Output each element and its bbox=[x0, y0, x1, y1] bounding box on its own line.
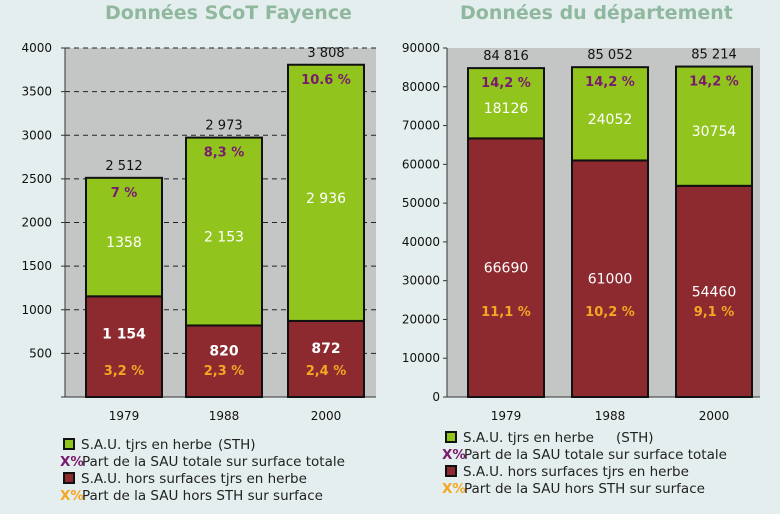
bar-total-label: 2 973 bbox=[205, 119, 242, 134]
y-tick-label: 3000 bbox=[21, 128, 52, 142]
legend-suffix: (STH) bbox=[615, 430, 654, 446]
y-tick-label: 0 bbox=[432, 390, 440, 404]
x-category-label: 2000 bbox=[311, 409, 342, 423]
x-category-label: 1979 bbox=[109, 409, 140, 423]
legend-item: S.A.U. hors surfaces tjrs en herbe bbox=[442, 464, 689, 480]
sth-value-label: 24052 bbox=[588, 112, 633, 128]
bar-segment-sth bbox=[85, 176, 163, 298]
legend-item: X%Part de la SAU totale sur surface tota… bbox=[60, 454, 345, 470]
y-tick-label: 500 bbox=[29, 346, 52, 360]
y-tick-label: 2500 bbox=[21, 172, 52, 186]
y-tick-label: 1500 bbox=[21, 259, 52, 273]
legend-pct-marker: X% bbox=[60, 488, 84, 504]
bar-total-label: 85 052 bbox=[587, 48, 633, 63]
pct-hors-sth-label: 2,3 % bbox=[204, 364, 245, 379]
bar-total-label: 85 214 bbox=[691, 48, 737, 63]
pct-total-label: 10.6 % bbox=[301, 73, 351, 88]
legend-item: S.A.U. tjrs en herbe (STH) bbox=[60, 437, 256, 453]
legend-swatch bbox=[445, 431, 457, 443]
hors-sth-value-label: 872 bbox=[311, 341, 340, 357]
y-tick-label: 30000 bbox=[402, 274, 440, 288]
x-category-label: 1988 bbox=[209, 409, 240, 423]
bar-total-label: 84 816 bbox=[483, 49, 529, 64]
y-tick-label: 60000 bbox=[402, 157, 440, 171]
hors-sth-value-label: 820 bbox=[209, 344, 238, 360]
y-tick-label: 90000 bbox=[402, 41, 440, 55]
y-tick-label: 10000 bbox=[402, 351, 440, 365]
hors-sth-value-label: 66690 bbox=[484, 261, 529, 277]
y-tick-label: 4000 bbox=[21, 41, 52, 55]
pct-total-label: 14,2 % bbox=[481, 76, 531, 91]
y-tick-label: 50000 bbox=[402, 196, 440, 210]
bar-segment-sth bbox=[185, 136, 263, 327]
bar-segment-hors-sth bbox=[185, 324, 263, 398]
legend-item: X%Part de la SAU totale sur surface tota… bbox=[442, 447, 727, 463]
legend-pct-marker: X% bbox=[442, 481, 466, 497]
sth-value-label: 18126 bbox=[484, 101, 529, 117]
pct-hors-sth-label: 2,4 % bbox=[306, 364, 347, 379]
bar-segment-sth bbox=[467, 67, 545, 140]
bar-segment-sth bbox=[287, 63, 365, 322]
legend-pct-marker: X% bbox=[60, 454, 84, 470]
x-category-label: 1979 bbox=[491, 409, 522, 423]
pct-total-label: 7 % bbox=[111, 186, 138, 201]
legend-item: S.A.U. tjrs en herbe (STH) bbox=[442, 430, 654, 446]
pct-hors-sth-label: 11,1 % bbox=[481, 305, 531, 320]
y-tick-label: 70000 bbox=[402, 119, 440, 133]
pct-hors-sth-label: 3,2 % bbox=[104, 364, 145, 379]
bar-total-label: 2 512 bbox=[105, 159, 142, 174]
bar-total-label: 3 808 bbox=[307, 46, 344, 61]
y-tick-label: 40000 bbox=[402, 235, 440, 249]
legend-label: S.A.U. tjrs en herbe bbox=[81, 437, 212, 453]
legend-swatch bbox=[63, 438, 75, 450]
x-category-label: 2000 bbox=[699, 409, 730, 423]
legend-swatch bbox=[445, 465, 457, 477]
y-tick-label: 2000 bbox=[21, 216, 52, 230]
chart-title-scot: Données SCoT Fayence bbox=[105, 2, 352, 24]
bar-segment-hors-sth bbox=[85, 295, 163, 399]
bar-segment-sth bbox=[675, 65, 753, 187]
sth-value-label: 2 936 bbox=[306, 191, 346, 207]
legend-swatch bbox=[63, 472, 75, 484]
y-tick-label: 3500 bbox=[21, 85, 52, 99]
x-category-label: 1988 bbox=[595, 409, 626, 423]
sth-value-label: 2 153 bbox=[204, 230, 244, 246]
pct-total-label: 14,2 % bbox=[585, 75, 635, 90]
legend-label: S.A.U. hors surfaces tjrs en herbe bbox=[463, 464, 689, 480]
pct-total-label: 8,3 % bbox=[204, 146, 245, 161]
legend-item: X%Part de la SAU hors STH sur surface bbox=[442, 481, 705, 497]
legend-item: X%Part de la SAU hors STH sur surface bbox=[60, 488, 323, 504]
legend-label: S.A.U. tjrs en herbe bbox=[463, 430, 594, 446]
legend-pct-marker: X% bbox=[442, 447, 466, 463]
hors-sth-value-label: 54460 bbox=[692, 284, 737, 300]
hors-sth-value-label: 1 154 bbox=[102, 327, 146, 343]
bar-segment-sth bbox=[571, 66, 649, 162]
legend-label: Part de la SAU hors STH sur surface bbox=[464, 481, 705, 497]
legend-label: S.A.U. hors surfaces tjrs en herbe bbox=[81, 471, 307, 487]
y-tick-label: 1000 bbox=[21, 303, 52, 317]
legend-label: Part de la SAU totale sur surface totale bbox=[464, 447, 727, 463]
pct-total-label: 14,2 % bbox=[689, 75, 739, 90]
chart-title-departement: Données du département bbox=[460, 2, 733, 24]
legend-suffix: (STH) bbox=[217, 437, 256, 453]
pct-hors-sth-label: 10,2 % bbox=[585, 305, 635, 320]
y-tick-label: 80000 bbox=[402, 80, 440, 94]
y-tick-label: 20000 bbox=[402, 312, 440, 326]
hors-sth-value-label: 61000 bbox=[588, 272, 633, 288]
legend-label: Part de la SAU hors STH sur surface bbox=[82, 488, 323, 504]
pct-hors-sth-label: 9,1 % bbox=[694, 305, 735, 320]
legend-label: Part de la SAU totale sur surface totale bbox=[82, 454, 345, 470]
legend-item: S.A.U. hors surfaces tjrs en herbe bbox=[60, 471, 307, 487]
sth-value-label: 30754 bbox=[692, 124, 737, 140]
sth-value-label: 1358 bbox=[106, 235, 142, 251]
